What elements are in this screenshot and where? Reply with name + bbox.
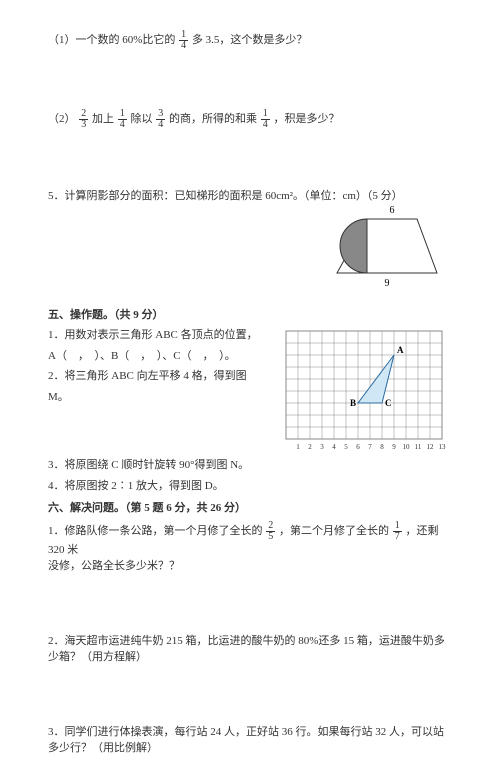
fraction: 1 7 <box>393 521 402 542</box>
q2-suffix: ，积是多少？ <box>274 113 340 125</box>
s5-item2b: M。 <box>48 389 276 406</box>
text: 没修，公路全长多少米？？ <box>48 558 452 575</box>
svg-text:2: 2 <box>308 443 312 451</box>
s5-item4: 4．将原图按 2∶1 放大，得到图 D。 <box>48 478 452 495</box>
numerator: 2 <box>266 521 275 532</box>
fraction: 1 4 <box>118 109 127 130</box>
spacer <box>48 682 452 724</box>
semicircle-shaded <box>340 219 367 273</box>
svg-text:13: 13 <box>439 443 447 451</box>
s6-q1: 1．修路队修一条公路，第一个月修了全长的 2 5 ，第二个月修了全长的 1 7 … <box>48 521 452 575</box>
x-axis-labels: 12345678910111213 <box>296 443 446 451</box>
svg-text:9: 9 <box>392 443 396 451</box>
text: 加上 <box>92 113 114 125</box>
svg-text:5: 5 <box>344 443 348 451</box>
text: 的商，所得的和乘 <box>169 113 257 125</box>
text: 1．修路队修一条公路，第一个月修了全长的 <box>48 525 263 537</box>
s5-item1: 1．用数对表示三角形 ABC 各顶点的位置， <box>48 327 276 344</box>
vertex-label-b: B <box>350 398 356 408</box>
top-label: 6 <box>390 205 395 216</box>
spacer <box>48 146 452 188</box>
fraction: 1 4 <box>261 109 270 130</box>
grid-lines <box>286 331 442 439</box>
section5-row: 1．用数对表示三角形 ABC 各顶点的位置， A（ ， ）、B（ ， ）、C（ … <box>48 327 452 457</box>
vertex-label-c: C <box>385 398 392 408</box>
fraction: 1 4 <box>179 30 188 51</box>
figure-row: 6 9 <box>48 205 452 291</box>
numerator: 1 <box>393 521 402 532</box>
svg-text:12: 12 <box>427 443 435 451</box>
svg-text:8: 8 <box>380 443 384 451</box>
spacer <box>48 591 452 633</box>
spacer <box>48 67 452 109</box>
q2-prefix: （2） <box>48 113 76 125</box>
question-5: 5．计算阴影部分的面积：已知梯形的面积是 60cm²。（单位：cm）（5 分） … <box>48 188 452 291</box>
bottom-label: 9 <box>385 278 390 289</box>
trapezoid-figure: 6 9 <box>322 201 452 291</box>
text: 除以 <box>131 113 153 125</box>
fraction: 3 4 <box>156 109 165 130</box>
svg-text:10: 10 <box>403 443 411 451</box>
svg-text:1: 1 <box>296 443 300 451</box>
section5-text-col: 1．用数对表示三角形 ABC 各顶点的位置， A（ ， ）、B（ ， ）、C（ … <box>48 327 276 409</box>
q1-prefix: （1）一个数的 60%比它的 <box>48 34 175 46</box>
svg-text:6: 6 <box>356 443 360 451</box>
denominator: 4 <box>179 41 188 51</box>
svg-text:4: 4 <box>332 443 336 451</box>
s5-item3: 3．将原图绕 C 顺时针旋转 90°得到图 N。 <box>48 457 452 474</box>
question-2: （2） 2 3 加上 1 4 除以 3 4 的商，所得的和乘 1 4 ，积是多少… <box>48 109 452 130</box>
fraction: 2 3 <box>79 109 88 130</box>
s5-item1b: A（ ， ）、B（ ， ）、C（ ， ）。 <box>48 348 276 365</box>
question-1: （1）一个数的 60%比它的 1 4 多 3.5，这个数是多少？ <box>48 30 452 51</box>
denominator: 5 <box>266 532 275 542</box>
vertex-label-a: A <box>397 345 404 355</box>
fraction: 2 5 <box>266 521 275 542</box>
denominator: 4 <box>261 120 270 130</box>
s6-q2: 2．海天超市运进纯牛奶 215 箱，比运进的酸牛奶的 80%还多 15 箱，运进… <box>48 633 452 666</box>
denominator: 4 <box>118 120 127 130</box>
denominator: 7 <box>393 532 402 542</box>
svg-text:7: 7 <box>368 443 372 451</box>
svg-text:3: 3 <box>320 443 324 451</box>
text: ，第二个月修了全长的 <box>279 525 389 537</box>
denominator: 3 <box>79 120 88 130</box>
s6-q3: 3．同学们进行体操表演，每行站 24 人，正好站 36 行。如果每行站 32 人… <box>48 724 452 757</box>
q1-suffix: 多 3.5，这个数是多少？ <box>192 34 308 46</box>
denominator: 4 <box>156 120 165 130</box>
s5-item2: 2．将三角形 ABC 向左平移 4 格，得到图 <box>48 368 276 385</box>
svg-text:11: 11 <box>415 443 422 451</box>
section-5-title: 五、操作题。（共 9 分） <box>48 307 452 324</box>
grid-figure: A B C 12345678910111213 <box>282 327 452 457</box>
section-6-title: 六、解决问题。（第 5 题 6 分，共 26 分） <box>48 500 452 517</box>
